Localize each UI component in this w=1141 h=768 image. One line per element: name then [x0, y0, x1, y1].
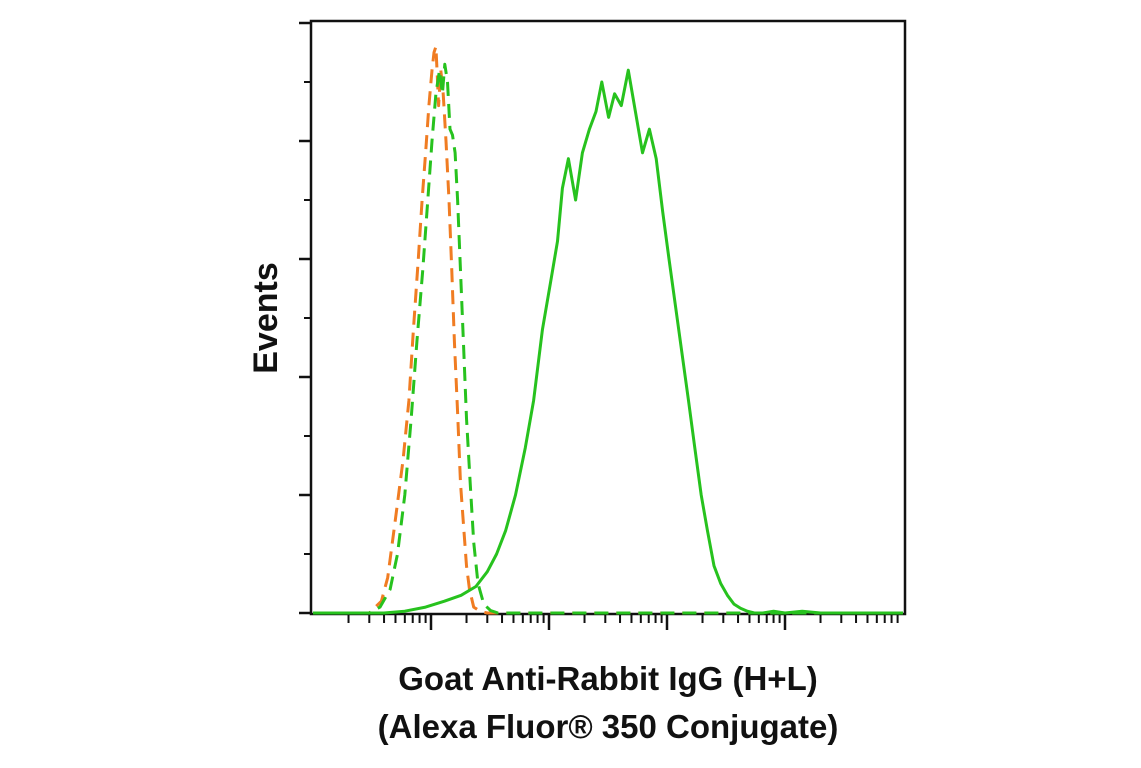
y-axis-title: Events: [247, 262, 285, 374]
series-line-1: [313, 45, 903, 615]
series-layer: [313, 45, 903, 615]
y-axis-ticks: [299, 21, 311, 615]
x-axis-ticks: [347, 614, 899, 630]
x-axis-title-line2: (Alexa Fluor® 350 Conjugate): [378, 708, 839, 745]
series-line-3: [313, 68, 903, 615]
x-axis-title-line1: Goat Anti-Rabbit IgG (H+L): [398, 660, 817, 697]
series-line-2: [313, 62, 903, 615]
